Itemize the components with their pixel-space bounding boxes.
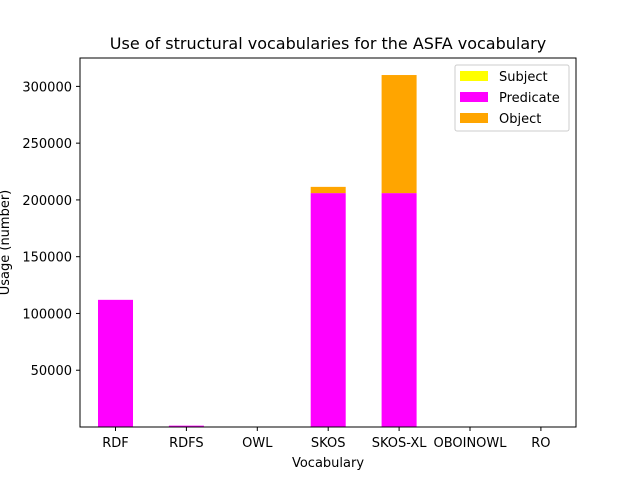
- bar-predicate-skos-xl: [381, 193, 417, 427]
- legend-label-subject: Subject: [499, 70, 548, 85]
- y-tick-label: 150000: [22, 251, 72, 266]
- legend: Subject Predicate Object: [454, 64, 570, 132]
- x-axis: RDF RDFS OWL SKOS SKOS-XL OBOINOWL RO: [102, 427, 551, 451]
- legend-label-object: Object: [499, 112, 541, 127]
- y-axis: 50000 100000 150000 200000 250000 300000: [22, 80, 80, 379]
- chart-title: Use of structural vocabularies for the A…: [110, 34, 546, 53]
- x-tick-label: OBOINOWL: [433, 436, 507, 451]
- y-tick-label: 300000: [22, 80, 72, 95]
- bar-object-skos: [310, 186, 346, 194]
- bar-predicate-rdf: [98, 299, 133, 427]
- y-axis-label: Usage (number): [0, 190, 13, 296]
- x-tick-label: RO: [531, 436, 550, 451]
- x-tick-label: RDFS: [169, 436, 204, 451]
- legend-swatch-subject: [460, 71, 488, 81]
- legend-label-predicate: Predicate: [499, 91, 560, 106]
- y-tick-label: 250000: [22, 137, 72, 152]
- y-tick-label: 100000: [22, 307, 72, 322]
- bar-predicate-rdfs: [168, 425, 204, 427]
- bar-object-skos-xl: [381, 75, 417, 194]
- legend-swatch-object: [460, 113, 488, 123]
- x-axis-label: Vocabulary: [292, 456, 364, 471]
- legend-swatch-predicate: [460, 92, 488, 102]
- y-tick-label: 200000: [22, 194, 72, 209]
- bars-layer: [98, 75, 417, 427]
- bar-predicate-skos: [310, 193, 346, 427]
- x-tick-label: OWL: [242, 436, 273, 451]
- x-tick-label: SKOS: [311, 436, 346, 451]
- y-tick-label: 50000: [31, 364, 72, 379]
- x-tick-label: SKOS-XL: [372, 436, 427, 451]
- x-tick-label: RDF: [102, 436, 129, 451]
